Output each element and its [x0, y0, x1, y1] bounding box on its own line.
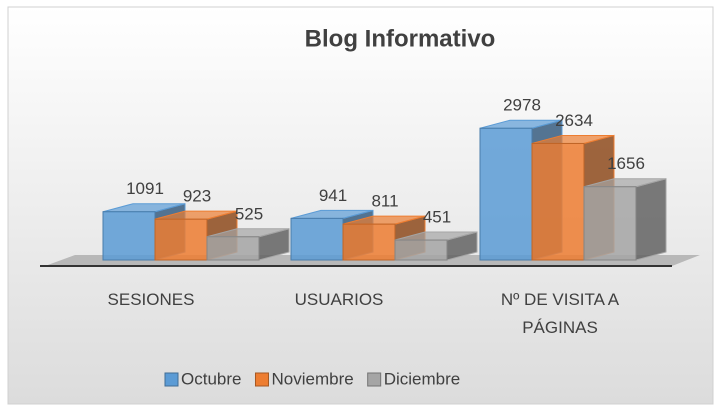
x-tick-label: Nº DE VISITA A PÁGINAS [500, 290, 620, 337]
chart-title: Blog Informativo [305, 25, 496, 52]
bar-front [206, 236, 260, 261]
bar-front [102, 211, 156, 261]
bar [394, 231, 478, 261]
x-tick-label: USUARIOS [294, 290, 384, 309]
data-label: 811 [371, 192, 398, 211]
bar-front [342, 223, 396, 261]
bar-front [394, 239, 448, 261]
bar-side [635, 178, 667, 261]
legend-swatch [164, 372, 179, 387]
data-label: 2634 [555, 111, 593, 130]
bar-front [531, 142, 585, 261]
bar-front [583, 186, 637, 261]
bar-front [479, 127, 533, 261]
data-label: 2978 [503, 96, 541, 115]
data-label: 1656 [607, 154, 645, 173]
legend-swatch [254, 372, 269, 387]
bar-front [290, 217, 344, 261]
legend-swatch [367, 372, 382, 387]
bar [206, 228, 290, 261]
data-label: 941 [319, 186, 347, 205]
legend-label: Octubre [181, 369, 241, 388]
bar [583, 178, 667, 261]
legend-label: Noviembre [271, 369, 353, 388]
data-label: 525 [235, 204, 263, 223]
bar-front [154, 218, 208, 261]
data-label: 451 [423, 208, 451, 227]
legend-label: Diciembre [384, 369, 461, 388]
data-label: 1091 [126, 179, 164, 198]
data-label: 923 [183, 187, 211, 206]
x-tick-label: SESIONES [107, 290, 195, 309]
